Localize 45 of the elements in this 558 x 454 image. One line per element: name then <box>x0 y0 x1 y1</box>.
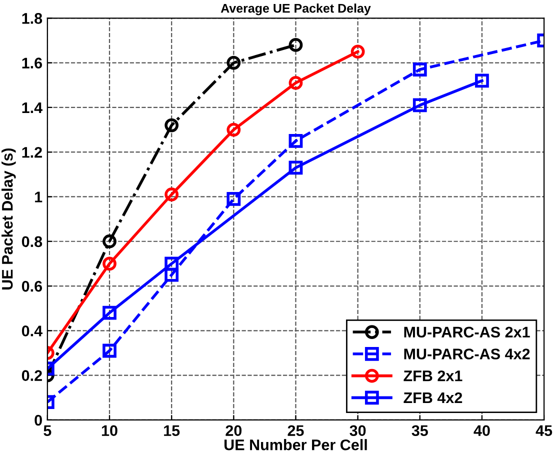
legend-label: ZFB 2x1 <box>404 370 462 382</box>
x-tick-label: 15 <box>164 425 180 436</box>
x-tick-label: 45 <box>536 425 552 436</box>
x-tick-label: 30 <box>350 425 366 436</box>
point <box>102 344 116 358</box>
x-tick-label: 35 <box>412 425 428 436</box>
point <box>164 188 179 202</box>
point <box>164 256 179 271</box>
y-tick-label: 0 <box>34 414 42 426</box>
point <box>102 234 116 248</box>
y-tick-label: 0.6 <box>22 280 42 292</box>
y-tick-label: 0.2 <box>22 370 42 381</box>
point <box>288 76 303 90</box>
point <box>288 160 303 175</box>
point <box>102 306 116 320</box>
x-tick-label: 5 <box>44 425 52 436</box>
y-tick-label: 1.8 <box>22 13 42 24</box>
y-tick-label: 0.8 <box>22 236 42 248</box>
point <box>226 56 241 70</box>
point <box>164 118 179 132</box>
point <box>102 256 116 271</box>
y-tick-label: 1.4 <box>22 102 42 113</box>
y-tick-label: 1.2 <box>22 146 42 158</box>
point <box>226 192 241 206</box>
point <box>412 62 427 76</box>
x-tick-label: 20 <box>226 425 242 436</box>
y-tick-label: 1.6 <box>22 58 42 68</box>
point <box>288 134 303 148</box>
y-tick-label: 0.4 <box>22 326 42 336</box>
point <box>288 38 303 52</box>
legend-label: MU-PARC-AS 4x2 <box>404 348 530 360</box>
legend-label: ZFB 4x2 <box>404 392 462 404</box>
point <box>475 74 489 88</box>
point <box>164 268 179 282</box>
x-tick-label: 10 <box>102 425 118 436</box>
legend-label: MU-PARC-AS 2x1 <box>404 326 530 338</box>
y-tick-label: 1 <box>35 192 42 202</box>
point <box>350 44 365 59</box>
chart-title: Average UE Packet Delay <box>220 4 371 16</box>
y-axis-title: UE Packet Delay (s) <box>2 148 16 290</box>
x-tick-label: 25 <box>288 425 304 436</box>
point <box>412 98 427 112</box>
x-axis-title: UE Number Per Cell <box>224 439 367 450</box>
point <box>226 122 241 137</box>
x-tick-label: 40 <box>474 425 490 436</box>
